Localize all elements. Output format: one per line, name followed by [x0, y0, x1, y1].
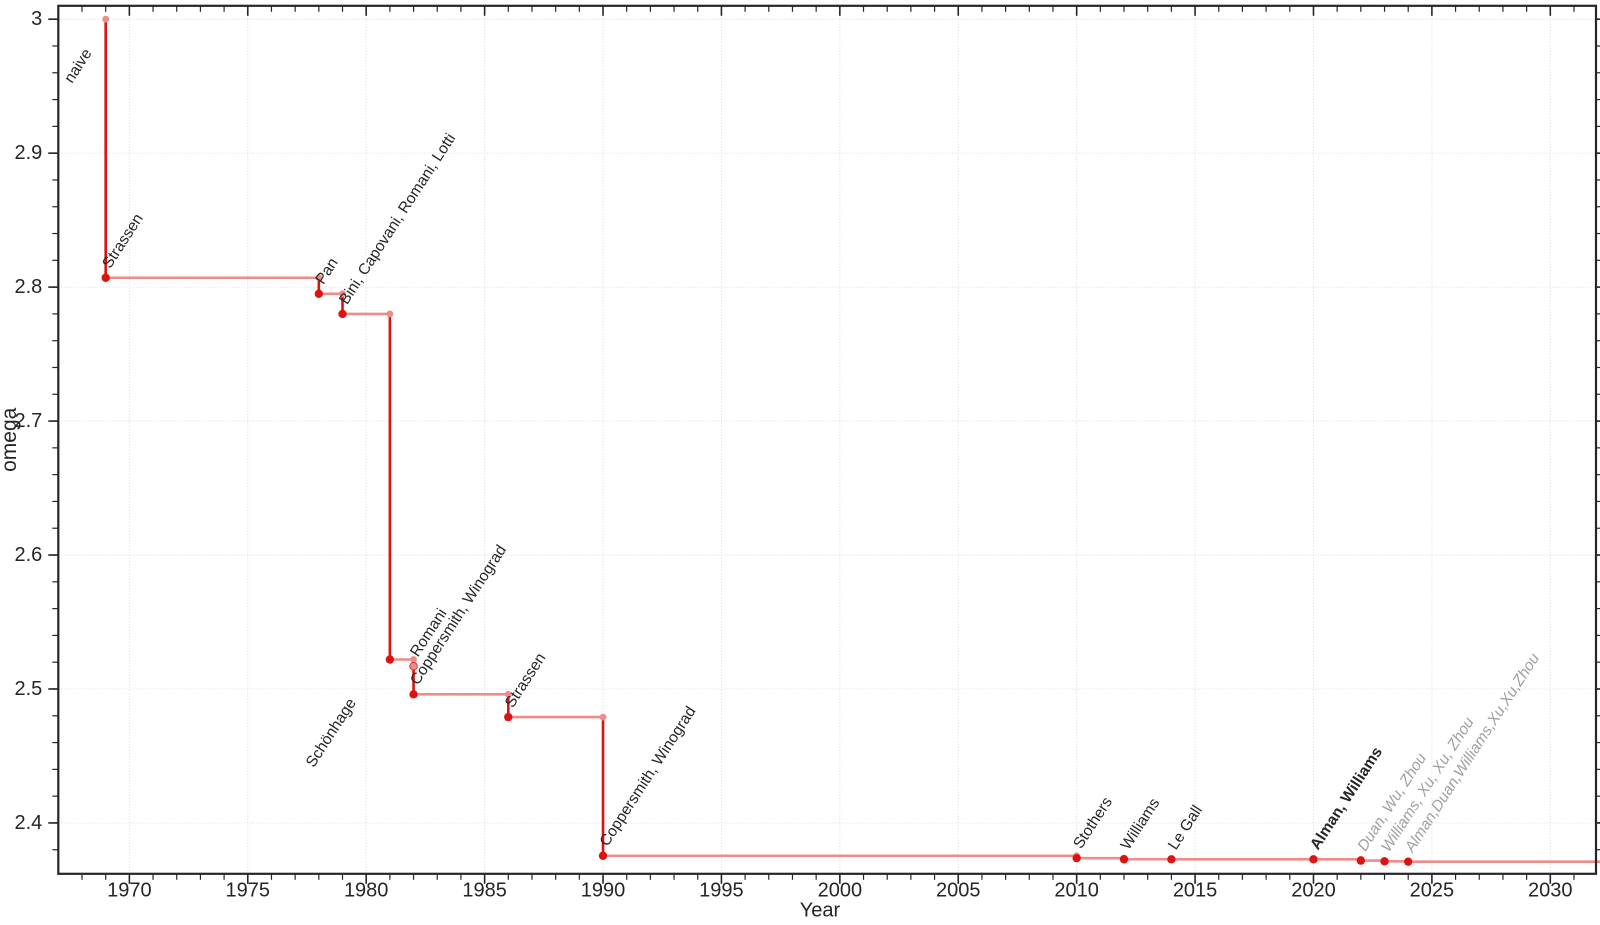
svg-text:2.5: 2.5 — [14, 678, 42, 700]
svg-text:2010: 2010 — [1054, 879, 1099, 901]
svg-text:2.4: 2.4 — [14, 812, 42, 834]
svg-text:2020: 2020 — [1291, 879, 1336, 901]
svg-text:1985: 1985 — [462, 879, 507, 901]
svg-text:1995: 1995 — [699, 879, 744, 901]
svg-text:2005: 2005 — [936, 879, 981, 901]
svg-text:2025: 2025 — [1410, 879, 1455, 901]
svg-text:2030: 2030 — [1528, 879, 1573, 901]
svg-text:2000: 2000 — [818, 879, 863, 901]
svg-text:2.6: 2.6 — [14, 544, 42, 566]
svg-text:Year: Year — [800, 899, 841, 920]
svg-text:1970: 1970 — [107, 879, 152, 901]
svg-text:1980: 1980 — [344, 879, 389, 901]
svg-text:2.8: 2.8 — [14, 276, 42, 298]
svg-text:omega: omega — [0, 407, 21, 472]
svg-text:1990: 1990 — [581, 879, 626, 901]
svg-text:1975: 1975 — [226, 879, 271, 901]
svg-text:3: 3 — [31, 8, 42, 30]
svg-text:2.9: 2.9 — [14, 142, 42, 164]
svg-text:2015: 2015 — [1173, 879, 1218, 901]
